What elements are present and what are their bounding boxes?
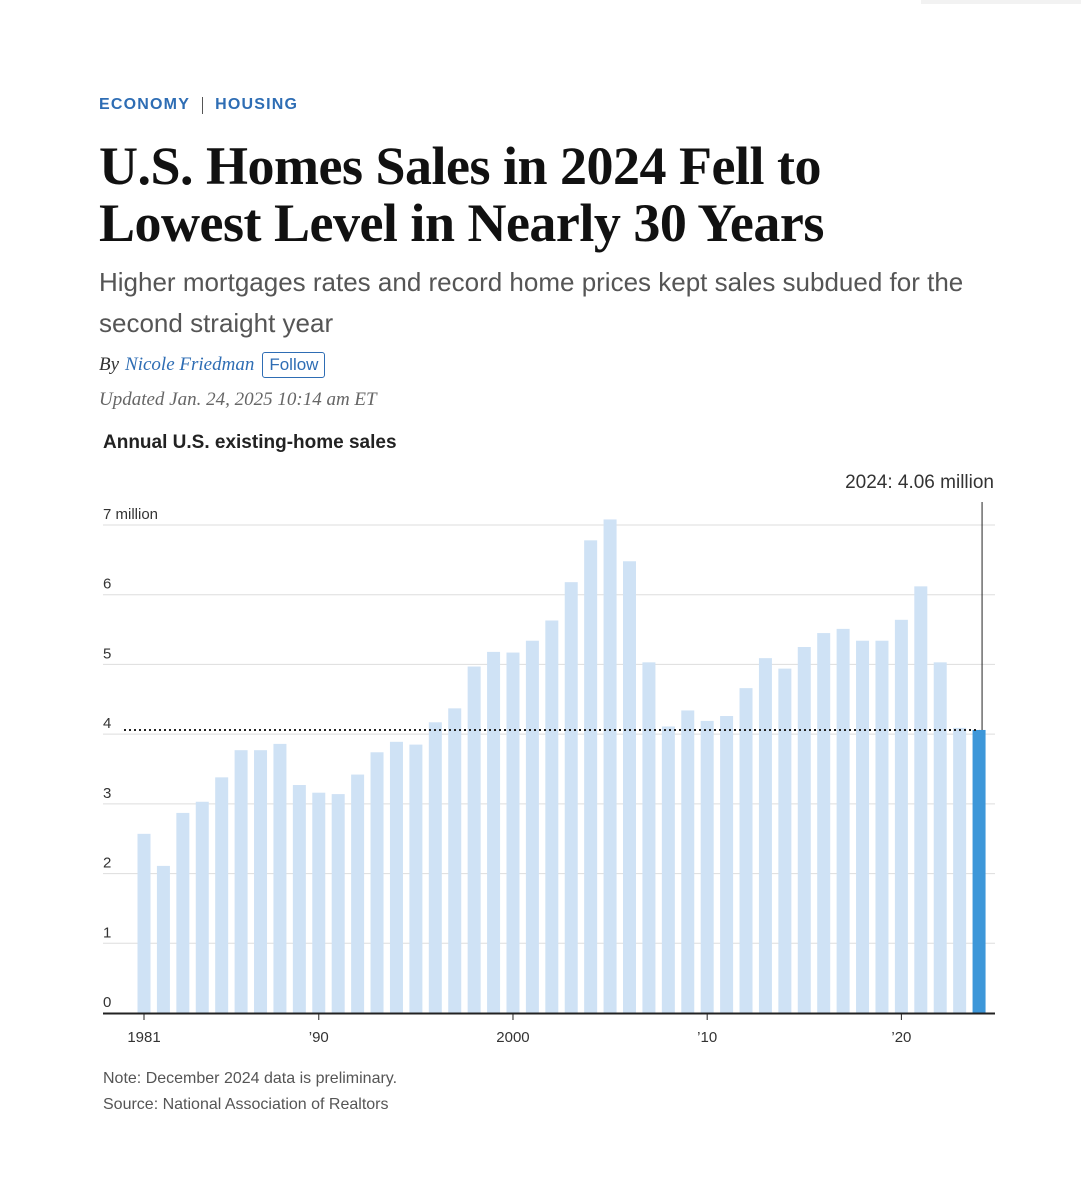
byline-prefix: By (99, 354, 120, 375)
bar (623, 561, 636, 1013)
bar (584, 540, 598, 1013)
bar (856, 640, 870, 1013)
bar-highlight (972, 729, 986, 1013)
chart-source: Source: National Association of Realtors (103, 1096, 389, 1113)
bar (234, 750, 248, 1013)
bar (215, 777, 229, 1013)
bar (428, 722, 442, 1013)
bar (720, 716, 734, 1013)
breadcrumb-divider (202, 96, 204, 114)
breadcrumb: ECONOMY HOUSING (99, 96, 298, 114)
byline: By Nicole Friedman Follow (99, 352, 326, 378)
bar (292, 785, 306, 1013)
updated-timestamp: Updated Jan. 24, 2025 10:14 am ET (99, 389, 377, 410)
x-tick-label: 1981 (127, 1029, 160, 1046)
y-tick-label: 0 (103, 994, 111, 1011)
y-tick-label: 1 (103, 924, 111, 941)
y-tick-label: 2 (103, 855, 111, 872)
bar (817, 633, 831, 1013)
bar (467, 666, 481, 1013)
y-tick-label: 3 (103, 785, 111, 802)
bar (156, 865, 170, 1013)
bar (603, 519, 617, 1013)
bar (836, 628, 850, 1013)
annotation-label: 2024: 4.06 million (845, 472, 994, 493)
bar (409, 744, 423, 1013)
bar (758, 658, 772, 1013)
bar (273, 743, 287, 1013)
bar (370, 752, 384, 1013)
bar (953, 727, 967, 1013)
bar (933, 662, 947, 1013)
x-tick-label: 2000 (496, 1029, 529, 1046)
bar (914, 586, 928, 1013)
y-tick-label: 6 (103, 576, 111, 593)
bar (700, 720, 714, 1013)
bar (351, 774, 365, 1013)
x-tick-label: ’20 (891, 1029, 911, 1046)
section-link-housing[interactable]: HOUSING (215, 96, 299, 113)
bar (681, 710, 695, 1013)
chart-notes: Note: December 2024 data is preliminary.… (103, 1066, 397, 1118)
chart-note: Note: December 2024 data is preliminary. (103, 1070, 398, 1087)
bar (797, 647, 811, 1013)
bar (448, 708, 462, 1013)
bar (525, 640, 539, 1013)
bar (176, 812, 190, 1013)
bar (564, 582, 578, 1013)
chart-title: Annual U.S. existing-home sales (103, 432, 397, 453)
bar (739, 688, 753, 1013)
bar (487, 651, 501, 1013)
bar (137, 833, 151, 1013)
bar (312, 792, 326, 1013)
top-edge-shade (921, 0, 1081, 4)
bar (875, 640, 889, 1013)
bar (894, 619, 908, 1013)
bar (389, 741, 403, 1013)
x-tick-label: ’90 (309, 1029, 329, 1046)
y-tick-label: 4 (103, 715, 111, 732)
bar (778, 668, 792, 1013)
bar (661, 726, 675, 1013)
headline-line-1: U.S. Homes Sales in 2024 Fell to (99, 136, 822, 196)
bar (195, 801, 209, 1013)
x-tick-label: ’10 (697, 1029, 717, 1046)
y-tick-label: 5 (103, 645, 111, 662)
follow-button[interactable]: Follow (262, 352, 326, 378)
headline-line-2: Lowest Level in Nearly 30 Years (99, 193, 824, 253)
headline: U.S. Homes Sales in 2024 Fell to Lowest … (99, 138, 999, 252)
bar (331, 794, 345, 1013)
bar (545, 620, 559, 1013)
y-tick-label: 7 million (103, 506, 158, 523)
bar (254, 750, 268, 1013)
section-link-economy[interactable]: ECONOMY (99, 96, 191, 113)
bar (642, 662, 656, 1013)
author-link[interactable]: Nicole Friedman (125, 354, 255, 375)
dek: Higher mortgages rates and record home p… (99, 267, 964, 338)
bar (506, 652, 520, 1013)
